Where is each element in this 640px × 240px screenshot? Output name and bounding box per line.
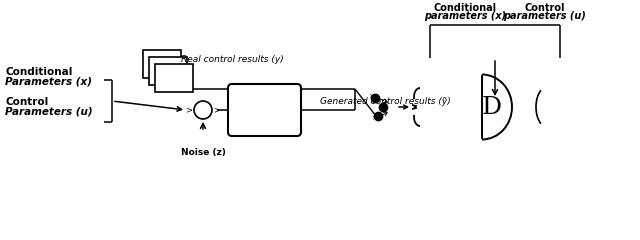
Text: Noise (z): Noise (z) bbox=[180, 148, 225, 157]
Text: parameters (u): parameters (u) bbox=[504, 11, 586, 21]
FancyBboxPatch shape bbox=[228, 84, 301, 136]
Text: G: G bbox=[256, 101, 273, 120]
Text: >: > bbox=[186, 106, 193, 114]
Text: Conditional: Conditional bbox=[433, 3, 497, 13]
Text: parameters (x): parameters (x) bbox=[424, 11, 506, 21]
Bar bbox=[155, 64, 193, 92]
Text: Control: Control bbox=[5, 97, 48, 107]
Text: >: > bbox=[214, 106, 221, 114]
Text: D: D bbox=[482, 96, 502, 119]
Text: Control: Control bbox=[525, 3, 565, 13]
Text: Conditional: Conditional bbox=[5, 67, 72, 77]
Text: ×: × bbox=[368, 93, 374, 99]
Circle shape bbox=[194, 101, 212, 119]
Text: Parameters (u): Parameters (u) bbox=[5, 107, 93, 117]
Text: ×: × bbox=[371, 115, 377, 121]
Text: Real control results (y): Real control results (y) bbox=[181, 54, 284, 64]
Text: Generated control results (ỹ): Generated control results (ỹ) bbox=[320, 97, 451, 106]
Bar bbox=[143, 50, 181, 78]
Text: Parameters (x): Parameters (x) bbox=[5, 77, 92, 87]
Bar bbox=[149, 57, 187, 85]
